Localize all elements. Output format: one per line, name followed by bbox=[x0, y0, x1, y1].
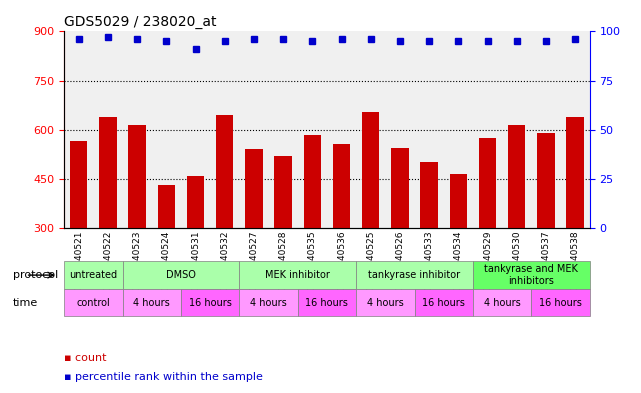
Bar bbox=[420, 162, 438, 326]
Text: time: time bbox=[13, 298, 38, 308]
Text: GDS5029 / 238020_at: GDS5029 / 238020_at bbox=[64, 15, 217, 29]
Text: 16 hours: 16 hours bbox=[539, 298, 582, 308]
Text: 4 hours: 4 hours bbox=[367, 298, 404, 308]
Text: 16 hours: 16 hours bbox=[422, 298, 465, 308]
Text: tankyrase inhibitor: tankyrase inhibitor bbox=[369, 270, 461, 280]
Text: 4 hours: 4 hours bbox=[133, 298, 170, 308]
Bar bbox=[128, 125, 146, 326]
Bar bbox=[70, 141, 87, 326]
Bar bbox=[158, 185, 175, 326]
Text: ▪ percentile rank within the sample: ▪ percentile rank within the sample bbox=[64, 372, 263, 382]
Text: ▪ count: ▪ count bbox=[64, 353, 106, 363]
Text: DMSO: DMSO bbox=[166, 270, 196, 280]
Bar bbox=[245, 149, 263, 326]
Text: MEK inhibitor: MEK inhibitor bbox=[265, 270, 330, 280]
Bar bbox=[304, 134, 321, 326]
Text: 4 hours: 4 hours bbox=[250, 298, 287, 308]
Text: 16 hours: 16 hours bbox=[188, 298, 231, 308]
Text: untreated: untreated bbox=[69, 270, 117, 280]
Bar bbox=[508, 125, 526, 326]
Bar bbox=[362, 112, 379, 326]
Bar bbox=[216, 115, 233, 326]
Bar bbox=[333, 145, 350, 326]
Bar bbox=[99, 117, 117, 326]
Bar bbox=[187, 176, 204, 326]
Text: protocol: protocol bbox=[13, 270, 58, 280]
Text: 16 hours: 16 hours bbox=[306, 298, 348, 308]
Bar bbox=[449, 174, 467, 326]
Bar bbox=[567, 117, 584, 326]
Text: tankyrase and MEK
inhibitors: tankyrase and MEK inhibitors bbox=[485, 264, 578, 286]
Text: 4 hours: 4 hours bbox=[484, 298, 520, 308]
Bar bbox=[274, 156, 292, 326]
Bar bbox=[391, 148, 409, 326]
Bar bbox=[479, 138, 496, 326]
Bar bbox=[537, 133, 554, 326]
Text: control: control bbox=[76, 298, 110, 308]
